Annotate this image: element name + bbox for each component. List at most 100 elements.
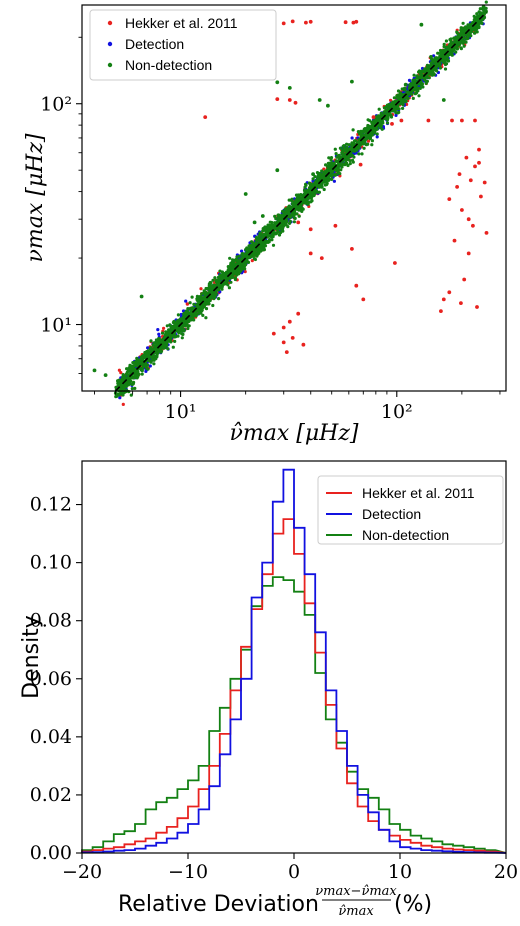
- scatter-cloud-point: [373, 127, 377, 132]
- scatter-cloud-point: [228, 256, 232, 260]
- scatter-cloud-point: [446, 57, 450, 62]
- histogram-x-tick-label: −20: [62, 861, 102, 883]
- scatter-point-hekker: [308, 227, 313, 232]
- scatter-cloud-point: [237, 261, 241, 265]
- scatter-cloud-point: [216, 281, 220, 285]
- scatter-cloud-point: [294, 193, 299, 197]
- scatter-point-hekker: [466, 251, 471, 256]
- scatter-cloud-point: [144, 355, 148, 359]
- scatter-cloud-point: [301, 193, 305, 197]
- legend-marker-nondetection: [107, 62, 113, 68]
- scatter-point-nondetection: [92, 368, 97, 373]
- scatter-cloud-point: [357, 152, 361, 156]
- scatter-cloud-point: [344, 158, 348, 163]
- scatter-cloud-point: [418, 70, 422, 74]
- scatter-cloud-point: [240, 262, 244, 266]
- scatter-cloud-point: [332, 179, 336, 183]
- scatter-cloud-point: [418, 72, 422, 76]
- scatter-cloud-point: [230, 268, 234, 272]
- scatter-cloud-point: [482, 10, 486, 14]
- scatter-cloud-point: [367, 133, 371, 137]
- scatter-point-hekker: [284, 350, 289, 354]
- scatter-cloud-point: [252, 250, 256, 254]
- scatter-cloud-point: [199, 287, 203, 291]
- scatter-cloud-point: [360, 152, 364, 156]
- scatter-cloud-point: [239, 268, 243, 272]
- scatter-cloud-point: [417, 94, 421, 98]
- histogram-y-tick-label: 0.04: [30, 726, 72, 748]
- scatter-cloud-point: [176, 313, 180, 317]
- scatter-cloud-point: [226, 283, 230, 287]
- scatter-cloud-point: [157, 332, 161, 336]
- scatter-cloud-point: [396, 96, 400, 100]
- scatter-cloud-point: [411, 96, 415, 100]
- scatter-y-tick-label: 10²: [40, 94, 72, 116]
- scatter-plot-frame: [81, 4, 507, 392]
- scatter-cloud-point: [318, 171, 322, 176]
- scatter-cloud-point: [294, 199, 298, 203]
- scatter-cloud-point: [211, 278, 215, 282]
- scatter-cloud-point: [390, 104, 394, 108]
- scatter-point-nondetection: [139, 294, 144, 299]
- scatter-cloud-point: [185, 302, 189, 306]
- scatter-cloud-point: [273, 214, 277, 218]
- scatter-cloud-point: [455, 31, 459, 35]
- scatter-point-hekker: [450, 118, 454, 123]
- scatter-cloud-point: [301, 207, 305, 211]
- scatter-cloud-point: [364, 137, 368, 141]
- scatter-cloud-point: [313, 175, 317, 179]
- scatter-cloud-point: [352, 151, 357, 155]
- scatter-cloud-point: [310, 199, 314, 203]
- scatter-cloud-point: [130, 387, 134, 391]
- scatter-cloud-point: [452, 48, 456, 52]
- scatter-cloud-point: [453, 45, 457, 49]
- scatter-cloud-point: [261, 235, 266, 239]
- scatter-cloud-point: [266, 229, 271, 233]
- scatter-cloud-point: [177, 318, 181, 322]
- scatter-cloud-point: [480, 21, 484, 25]
- scatter-legend-box: [89, 9, 277, 81]
- scatter-cloud-point: [330, 177, 334, 181]
- scatter-cloud-point: [389, 115, 394, 119]
- scatter-cloud-point: [181, 332, 185, 336]
- scatter-cloud-point: [256, 252, 260, 256]
- scatter-cloud-point: [323, 170, 327, 174]
- scatter-cloud-point: [461, 21, 465, 25]
- scatter-cloud-point: [357, 146, 361, 150]
- scatter-point-hekker: [301, 342, 306, 347]
- scatter-cloud-point: [350, 158, 355, 162]
- scatter-cloud-point: [364, 127, 368, 131]
- scatter-point-hekker: [473, 164, 477, 169]
- scatter-cloud-point: [340, 148, 344, 152]
- scatter-cloud-point: [281, 209, 285, 213]
- scatter-cloud-point: [152, 362, 156, 366]
- scatter-point-hekker: [290, 19, 295, 24]
- scatter-point-hekker: [304, 20, 308, 25]
- scatter-cloud-point: [346, 163, 350, 168]
- scatter-cloud-point: [210, 295, 214, 300]
- scatter-cloud-point: [131, 369, 135, 373]
- scatter-legend: Hekker et al. 2011 Detection Non-detecti…: [89, 9, 277, 81]
- scatter-cloud-point: [240, 249, 244, 253]
- scatter-point-hekker: [371, 115, 376, 119]
- scatter-cloud-point: [254, 241, 258, 245]
- scatter-cloud-point: [129, 393, 133, 397]
- scatter-cloud-point: [336, 167, 340, 171]
- scatter-cloud-point: [231, 258, 235, 262]
- scatter-point-hekker: [281, 340, 286, 345]
- scatter-cloud-point: [161, 346, 165, 350]
- scatter-cloud-point: [117, 383, 121, 387]
- scatter-cloud-point: [208, 280, 212, 285]
- scatter-cloud-point: [392, 100, 396, 105]
- scatter-point-hekker: [426, 118, 431, 123]
- scatter-cloud-point: [297, 214, 301, 218]
- scatter-cloud-point: [333, 173, 337, 177]
- scatter-point-nondetection: [287, 86, 292, 90]
- scatter-cloud-point: [177, 326, 181, 331]
- scatter-cloud-point: [217, 297, 221, 301]
- scatter-cloud-point: [385, 103, 389, 107]
- scatter-cloud-point: [261, 229, 265, 233]
- scatter-points: [92, 19, 489, 377]
- legend-marker-detection: [107, 41, 113, 47]
- scatter-cloud-point: [164, 330, 168, 334]
